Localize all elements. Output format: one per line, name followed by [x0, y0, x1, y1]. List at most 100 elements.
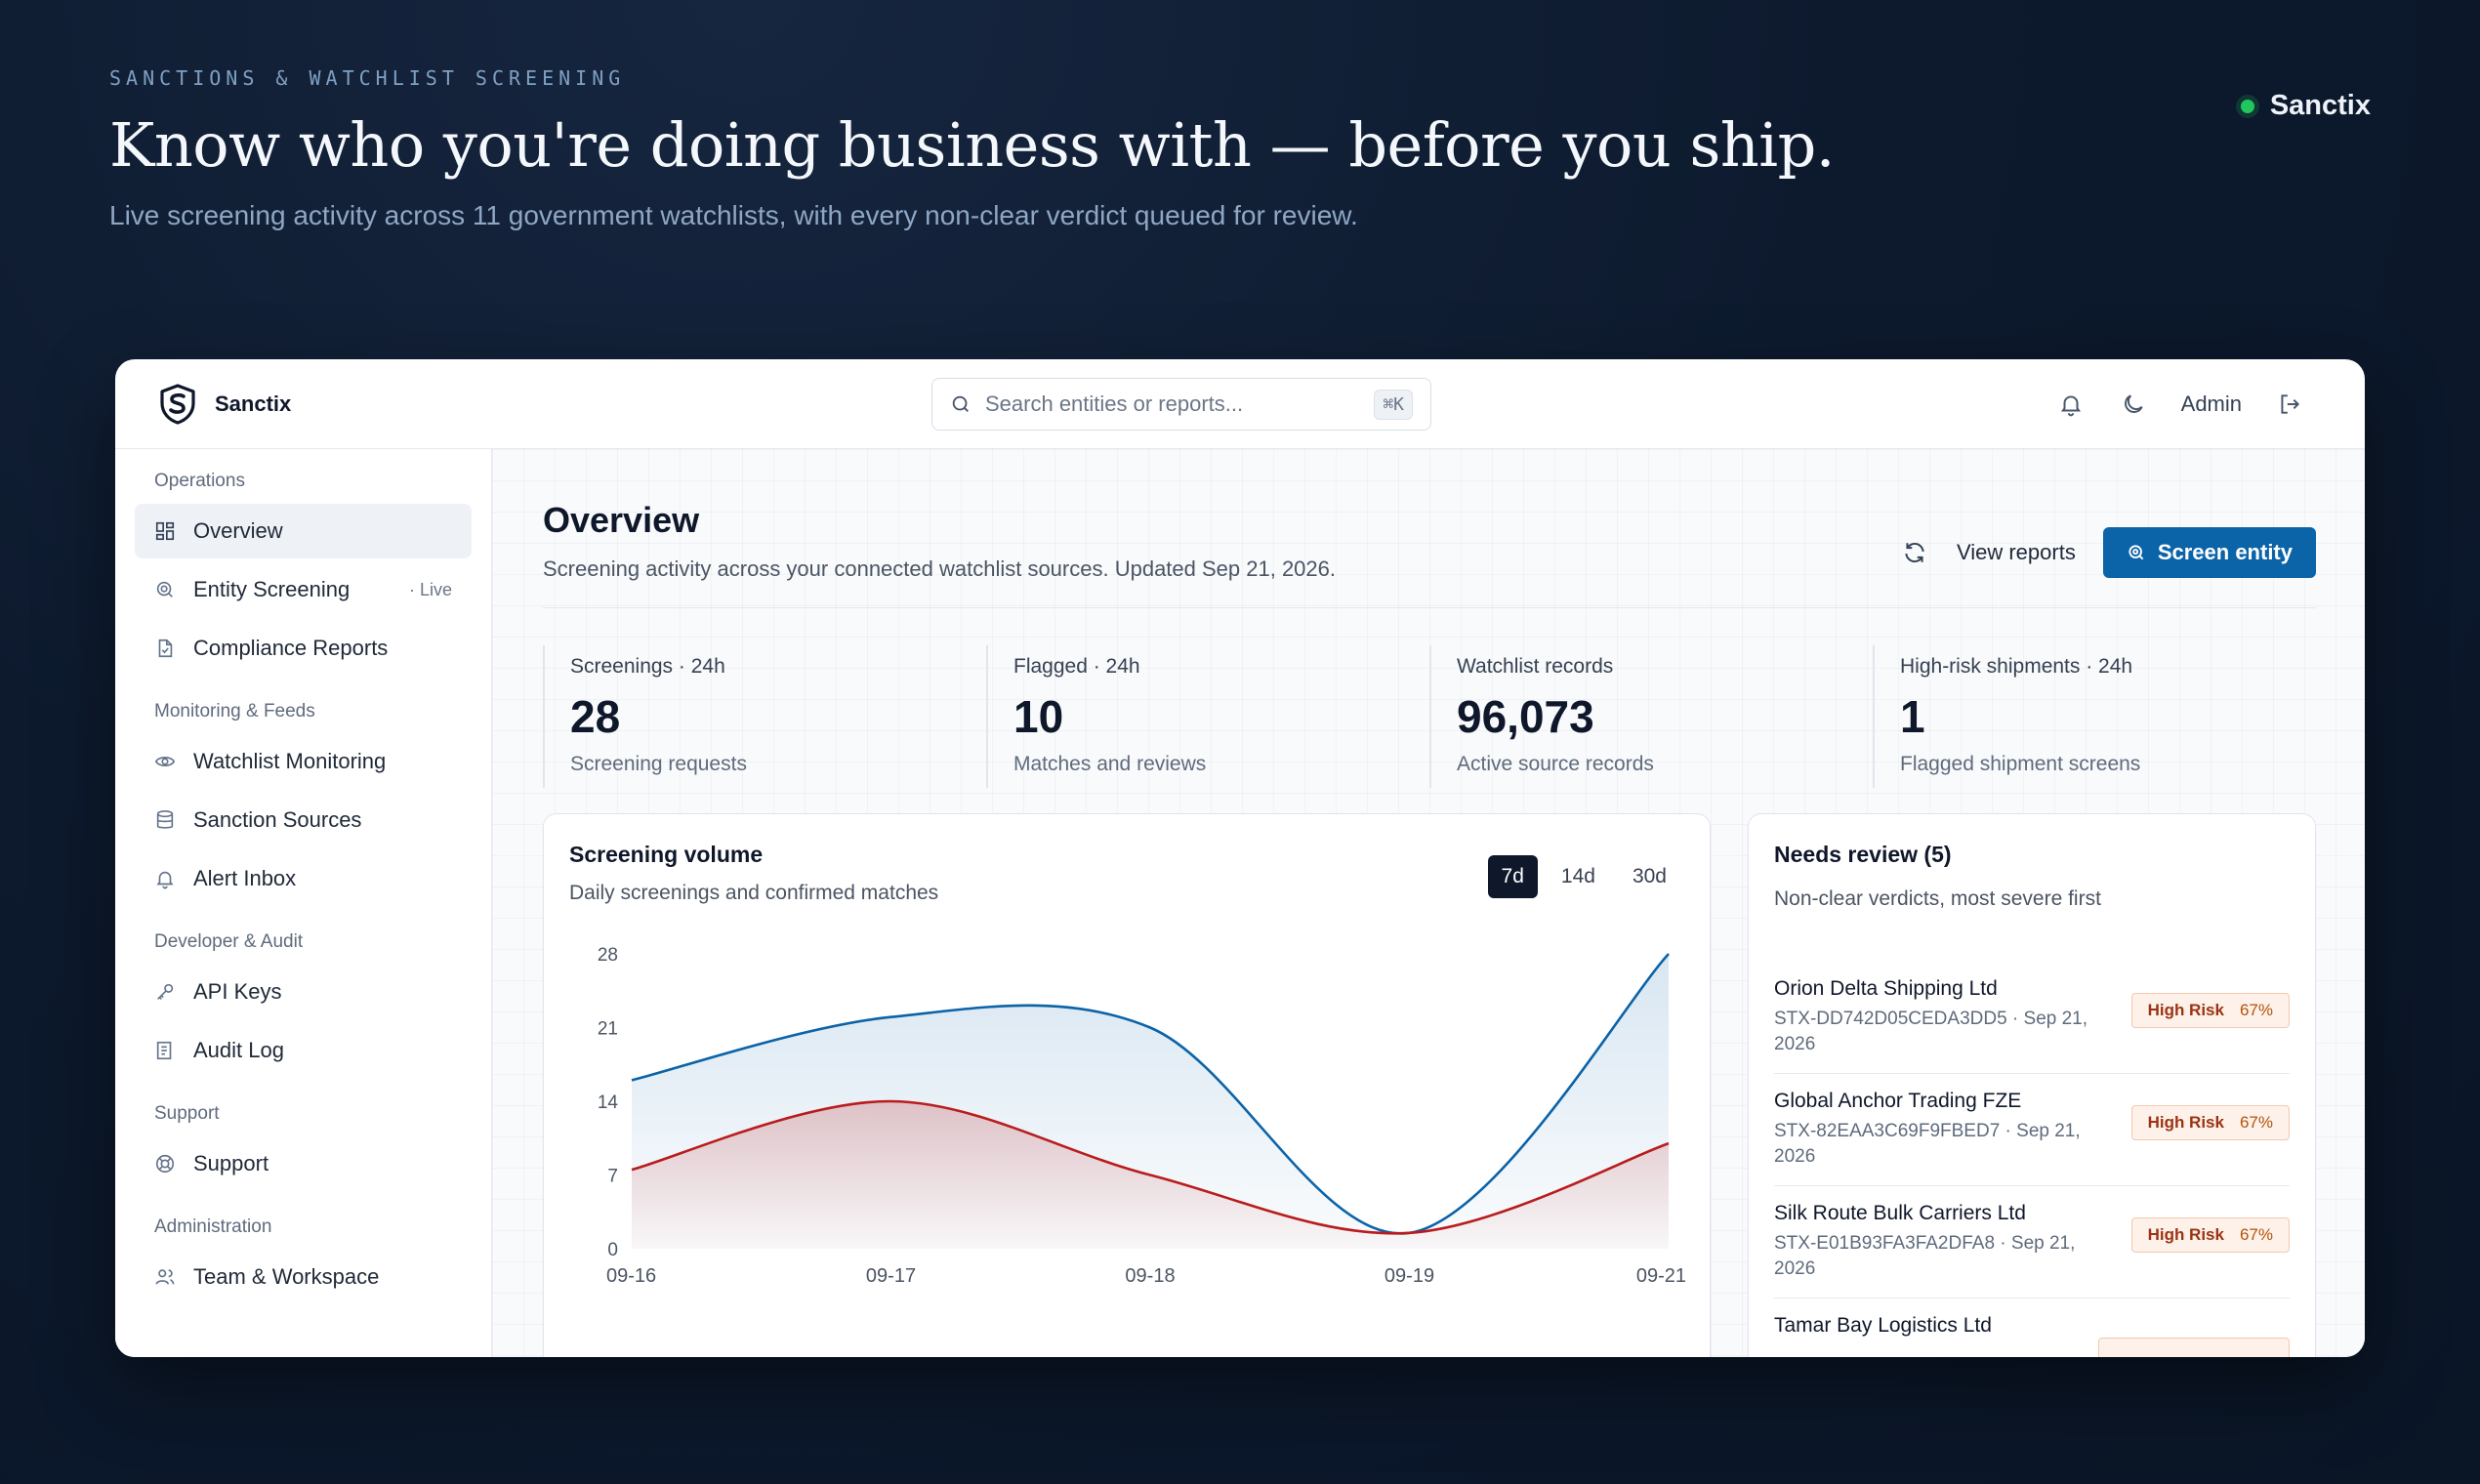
review-entity-name: Silk Route Bulk Carriers Ltd [1774, 1202, 2026, 1224]
screening-volume-chart: 28 21 14 7 0 09-16 09-17 09-18 09-19 09-21 [598, 945, 1686, 1287]
review-item[interactable]: Tamar Bay Logistics Ltd [1774, 1298, 2290, 1357]
hero-subline: Live screening activity across 11 govern… [109, 200, 1358, 230]
y-tick-label: 7 [607, 1167, 618, 1187]
refresh-button[interactable] [1900, 538, 1929, 567]
stat-label: Flagged · 24h [1013, 655, 1140, 678]
stat-value: 96,073 [1457, 691, 1594, 742]
app-window: Sanctix ⌘K Admin Operations [115, 359, 2365, 1357]
view-reports-button[interactable]: View reports [1956, 540, 2076, 564]
y-tick-label: 14 [598, 1092, 619, 1113]
risk-score: 67% [2239, 1001, 2273, 1019]
brand-tag: Sanctix [2240, 90, 2371, 122]
x-tick-label: 09-17 [866, 1265, 916, 1287]
nav-heading: Support [154, 1103, 220, 1124]
screening-volume-card: 28 21 14 7 0 09-16 09-17 09-18 09-19 09-21 Screen… [543, 813, 1711, 1357]
review-list: Orion Delta Shipping Ltd STX-DD742D05CED… [1774, 962, 2290, 1357]
sidebar-item-overview[interactable]: Overview [135, 504, 472, 558]
hero: SANCTIONS & WATCHLIST SCREENING Know who… [109, 66, 2355, 231]
search-scan-icon [156, 581, 173, 598]
review-entity-name: Orion Delta Shipping Ltd [1774, 977, 1998, 1000]
x-tick-label: 09-18 [1125, 1265, 1175, 1287]
stat-note: Screening requests [570, 753, 747, 775]
nav-heading: Operations [154, 471, 245, 491]
risk-level: High Risk [2147, 1001, 2224, 1019]
sidebar-item-support[interactable]: Support [135, 1136, 472, 1191]
global-search[interactable]: ⌘K [931, 378, 1431, 431]
sidebar-item-label: Audit Log [193, 1038, 284, 1062]
series-line-1 [631, 1099, 1670, 1235]
y-tick-label: 28 [598, 945, 618, 966]
review-entity-meta: STX-E01B93FA3FA2DFA8 · Sep 21, 2026 [1774, 1233, 2076, 1279]
review-entity-name: Tamar Bay Logistics Ltd [1774, 1314, 1992, 1337]
review-item[interactable]: Orion Delta Shipping Ltd STX-DD742D05CED… [1774, 962, 2290, 1074]
risk-badge: High Risk 67% [2130, 1105, 2290, 1140]
stat-watchlist-records: Watchlist records 96,073 Active source r… [1429, 645, 1873, 788]
brand-name: Sanctix [2269, 90, 2371, 121]
stat-label: Watchlist records [1457, 655, 1614, 678]
stat-screenings: Screenings · 24h 28 Screening requests [543, 645, 986, 788]
sidebar-item-label: Entity Screening [193, 577, 351, 601]
stat-note: Matches and reviews [1013, 753, 1207, 775]
app-body: Operations Overview Entity Screening · L… [115, 449, 2365, 1357]
nav-group-administration: Administration Team & Workspace [135, 1216, 472, 1304]
top-bar: Sanctix ⌘K Admin [115, 359, 2365, 449]
nav-heading: Monitoring & Feeds [154, 701, 315, 721]
refresh-icon [1905, 543, 1924, 562]
x-tick-label: 09-16 [606, 1265, 656, 1287]
sidebar-item-audit-log[interactable]: Audit Log [135, 1023, 472, 1078]
page-actions: View reports Screen entity [1900, 527, 2316, 578]
logout-button[interactable] [2275, 390, 2304, 419]
risk-badge [2098, 1338, 2290, 1357]
y-tick-label: 21 [598, 1019, 618, 1040]
grid-icon [155, 521, 175, 541]
review-entity-name: Global Anchor Trading FZE [1774, 1090, 2022, 1112]
nav-group-operations: Operations Overview Entity Screening · L… [135, 471, 472, 676]
needs-review-card: Needs review (5) Non-clear verdicts, mos… [1748, 813, 2316, 1357]
risk-badge: High Risk 67% [2130, 1217, 2290, 1253]
risk-level: High Risk [2147, 1225, 2224, 1244]
page-subtitle: Screening activity across your connected… [543, 556, 1337, 581]
sidebar-item-alert-inbox[interactable]: Alert Inbox [135, 851, 472, 906]
series-line-0 [631, 953, 1670, 1235]
sidebar-item-label: Watchlist Monitoring [193, 749, 387, 773]
panels-row: 28 21 14 7 0 09-16 09-17 09-18 09-19 09-21 Screen… [543, 813, 2316, 1357]
series-area-1 [632, 1100, 1669, 1249]
sidebar-item-team-workspace[interactable]: Team & Workspace [135, 1250, 472, 1304]
sidebar-item-entity-screening[interactable]: Entity Screening · Live [135, 562, 472, 617]
sidebar-item-label: Overview [193, 518, 283, 543]
key-icon [157, 983, 174, 1000]
range-30d-button[interactable]: 30d [1619, 855, 1680, 898]
sidebar-item-sanction-sources[interactable]: Sanction Sources [135, 793, 472, 847]
top-right-controls: Admin [2056, 359, 2304, 449]
log-icon [156, 1041, 172, 1060]
bell-icon [156, 871, 174, 889]
card-title: Screening volume [569, 842, 764, 867]
eye-icon [154, 757, 176, 766]
stat-note: Flagged shipment screens [1900, 753, 2141, 775]
nav-group-developer: Developer & Audit API Keys Audit Log [135, 931, 472, 1078]
sidebar: Operations Overview Entity Screening · L… [115, 449, 492, 1357]
nav-group-monitoring: Monitoring & Feeds Watchlist Monitoring … [135, 701, 472, 906]
screen-entity-label: Screen entity [2157, 540, 2293, 564]
sidebar-item-api-keys[interactable]: API Keys [135, 965, 472, 1019]
x-tick-label: 09-21 [1636, 1265, 1686, 1287]
users-icon [155, 1269, 175, 1285]
app-name: Sanctix [215, 391, 292, 416]
user-name[interactable]: Admin [2180, 392, 2242, 416]
risk-badge: High Risk 67% [2130, 993, 2290, 1028]
range-14d-button[interactable]: 14d [1548, 855, 1609, 898]
page-header: Overview Screening activity across your … [543, 500, 2316, 608]
screen-entity-button[interactable]: Screen entity [2102, 527, 2316, 578]
sidebar-item-label: Team & Workspace [193, 1264, 380, 1289]
y-tick-label: 0 [607, 1240, 618, 1260]
notifications-button[interactable] [2056, 390, 2086, 419]
card-subtitle: Daily screenings and confirmed matches [569, 882, 939, 904]
sidebar-item-watchlist-monitoring[interactable]: Watchlist Monitoring [135, 734, 472, 789]
theme-toggle-button[interactable] [2119, 390, 2148, 419]
search-input[interactable] [985, 392, 1361, 417]
review-item[interactable]: Global Anchor Trading FZE STX-82EAA3C69F… [1774, 1074, 2290, 1186]
range-7d-button[interactable]: 7d [1487, 855, 1538, 898]
sidebar-item-compliance-reports[interactable]: Compliance Reports [135, 621, 472, 676]
app-logo[interactable]: Sanctix [156, 383, 291, 426]
review-item[interactable]: Silk Route Bulk Carriers Ltd STX-E01B93F… [1774, 1186, 2290, 1298]
